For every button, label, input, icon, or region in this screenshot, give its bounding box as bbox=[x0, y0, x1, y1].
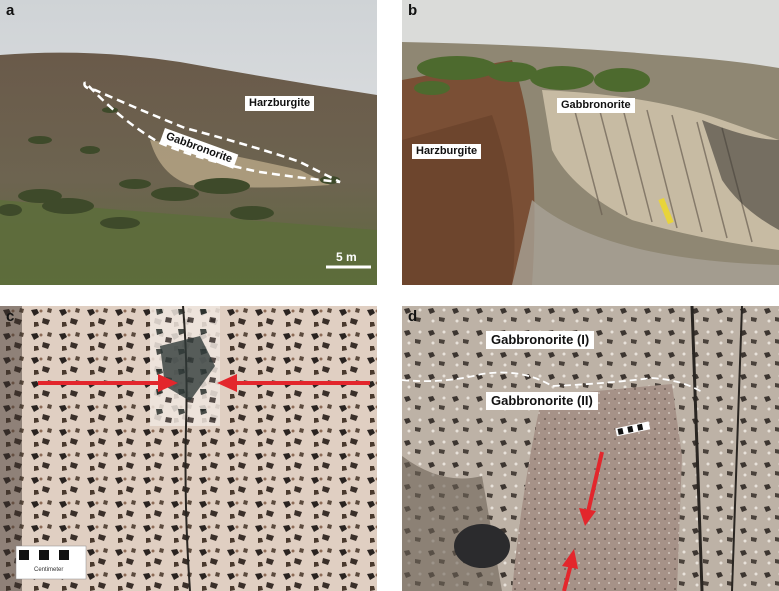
red-arrow-right bbox=[217, 374, 370, 392]
label-gabbronorite-b: Gabbronorite bbox=[557, 98, 635, 113]
hammer-handle bbox=[658, 197, 674, 225]
label-harzburgite-a: Harzburgite bbox=[245, 96, 315, 111]
panel-b: b Gabbronorite Harzburgite bbox=[402, 0, 779, 285]
panel-a: a Harzburgite Gabbronorite 5 m bbox=[0, 0, 377, 285]
red-arrow-left bbox=[38, 374, 178, 392]
scale-card-text: Centimeter bbox=[34, 567, 64, 573]
scale-bar-label: 5 m bbox=[336, 250, 357, 264]
panel-label-d: d bbox=[408, 308, 418, 325]
panel-c-photo bbox=[0, 306, 377, 591]
centimeter-scale-card bbox=[15, 545, 87, 580]
panel-label-c: c bbox=[6, 308, 15, 325]
panel-d-photo bbox=[402, 306, 779, 591]
panel-b-photo bbox=[402, 0, 779, 285]
red-arrow-up bbox=[562, 549, 578, 591]
label-gabbronorite-i: Gabbronorite (I) bbox=[486, 331, 595, 349]
scale-strip bbox=[615, 421, 651, 437]
panel-label-b: b bbox=[408, 2, 418, 19]
red-arrow-down bbox=[579, 451, 604, 526]
dashed-contact-line bbox=[83, 81, 341, 184]
label-gabbronorite-ii: Gabbronorite (II) bbox=[486, 392, 598, 410]
panel-c: c Centimeter bbox=[0, 306, 377, 591]
panel-label-a: a bbox=[6, 2, 15, 19]
label-harzburgite-b: Harzburgite bbox=[412, 144, 482, 159]
panel-d: d Gabbronorite (I) Gabbronorite (II) bbox=[402, 306, 779, 591]
panel-a-photo bbox=[0, 0, 377, 285]
